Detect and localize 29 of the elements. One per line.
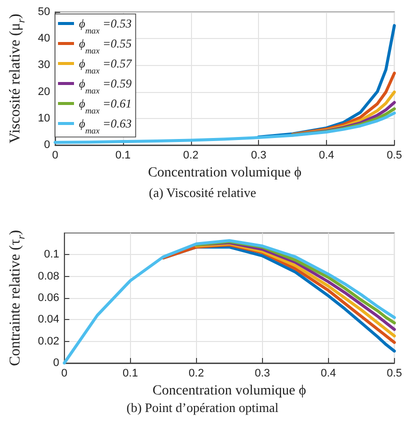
y-tick-label: 10: [38, 112, 50, 124]
x-tick-label: 0.1: [122, 368, 138, 380]
x-axis-title: Concentration volumique ϕ: [152, 383, 306, 398]
x-tick-label: 0.5: [386, 150, 402, 162]
y-tick-label: 30: [38, 59, 50, 72]
x-tick-label: 0.4: [318, 150, 334, 162]
y-tick-label: 0: [53, 357, 60, 369]
y-tick-label: 0: [44, 139, 50, 151]
y-tick-label: 20: [38, 86, 50, 98]
x-tick-label: 0.3: [254, 368, 270, 380]
y-axis-title: Contrainte relative (τr): [8, 230, 28, 366]
y-tick-label: 50: [38, 6, 50, 18]
x-tick-label: 0.5: [386, 368, 402, 380]
y-tick-label: 0.06: [38, 292, 60, 304]
x-tick-label: 0.1: [115, 150, 131, 162]
x-tick-label: 0: [61, 368, 68, 380]
y-tick-label: 0.08: [38, 270, 60, 282]
x-axis-title: Concentration volumique ϕ: [148, 165, 302, 180]
x-tick-label: 0.3: [251, 150, 266, 162]
text: (a) Viscosité relative: [148, 185, 256, 200]
x-tick-label: 0.2: [188, 368, 204, 380]
y-tick-label: 0.1: [44, 248, 60, 261]
y-tick-label: 40: [38, 32, 50, 45]
y-axis-title: Viscosité relative (μr): [8, 14, 28, 144]
y-tick-label: 0.02: [38, 335, 60, 348]
y-tick-label: 0.04: [38, 314, 60, 326]
x-tick-label: 0.4: [320, 368, 336, 380]
x-tick-label: 0.2: [183, 150, 198, 162]
text: (b) Point d’opération optimal: [126, 400, 279, 415]
